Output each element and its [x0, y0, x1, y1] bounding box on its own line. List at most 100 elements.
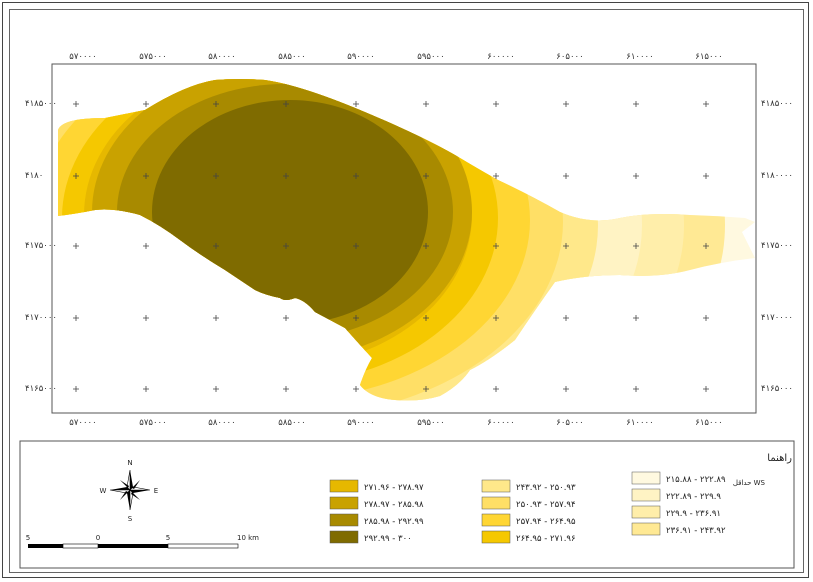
x-tick-top: ۵۷۰۰۰۰: [69, 52, 96, 62]
x-tick-top: ۶۰۰۰۰۰: [487, 52, 514, 62]
grid-cross: [563, 243, 569, 249]
y-tick-right: ۴۱۸۰۰۰۰: [761, 171, 793, 181]
grid-cross: [213, 101, 219, 107]
compass-n: N: [127, 459, 132, 467]
x-tick-bottom: ۶۰۵۰۰۰: [556, 418, 583, 428]
grid-cross: [563, 173, 569, 179]
grid-cross: [633, 101, 639, 107]
grid-cross: [423, 173, 429, 179]
grid-cross: [563, 101, 569, 107]
map-frame: [51, 63, 757, 414]
y-tick-left: ۴۱۶۵۰۰۰: [25, 384, 57, 394]
legend-swatch: [329, 496, 359, 510]
inner-frame: [9, 9, 804, 573]
y-tick-left: ۴۱۷۰۰۰۰: [25, 313, 57, 323]
grid-cross: [213, 243, 219, 249]
grid-cross: [633, 173, 639, 179]
x-tick-bottom: ۶۱۰۰۰۰: [626, 418, 653, 428]
grid-cross: [353, 386, 359, 392]
grid-cross: [703, 386, 709, 392]
y-tick-right: ۴۱۶۵۰۰۰: [761, 384, 793, 394]
grid-cross: [283, 243, 289, 249]
grid-cross: [353, 243, 359, 249]
grid-cross: [353, 315, 359, 321]
grid-cross: [493, 243, 499, 249]
x-tick-top: ۶۰۵۰۰۰: [556, 52, 583, 62]
legend-swatch: [481, 479, 511, 493]
grid-cross: [493, 173, 499, 179]
grid-cross: [143, 101, 149, 107]
grid-cross: [73, 243, 79, 249]
legend-swatch: [329, 479, 359, 493]
zone-292-300: [152, 100, 428, 324]
legend-label: ۲۷۱.۹۶ - ۲۷۸.۹۷: [364, 483, 424, 493]
legend-label: ۲۱۵.۸۸ - ۲۲۲.۸۹: [666, 475, 726, 485]
grid-cross: [423, 101, 429, 107]
x-tick-top: ۵۹۵۰۰۰: [417, 52, 444, 62]
grid-cross: [493, 386, 499, 392]
grid-cross: [73, 173, 79, 179]
y-tick-right: ۴۱۷۵۰۰۰: [761, 241, 793, 251]
legend-swatch: [329, 530, 359, 544]
grid-crosses: [73, 101, 709, 392]
grid-cross: [143, 386, 149, 392]
x-tick-bottom: ۵۷۰۰۰۰: [69, 418, 96, 428]
x-tick-top: ۵۹۰۰۰۰: [347, 52, 374, 62]
grid-cross: [703, 243, 709, 249]
legend-column-light: ۲۱۵.۸۸ - ۲۲۲.۸۹ ۲۲۲.۸۹ - ۲۲۹.۹ ۲۲۹.۹ - ۲…: [631, 471, 726, 536]
grid-cross: [633, 386, 639, 392]
legend-swatch: [481, 496, 511, 510]
grid-cross: [633, 243, 639, 249]
grid-cross: [633, 315, 639, 321]
y-tick-left: ۴۱۸۵۰۰۰: [25, 99, 57, 109]
grid-cross: [283, 315, 289, 321]
legend-label: ۲۵۷.۹۴ - ۲۶۴.۹۵: [516, 517, 576, 527]
x-tick-bottom: ۵۸۵۰۰۰: [278, 418, 305, 428]
x-tick-bottom: ۵۹۰۰۰۰: [347, 418, 374, 428]
scale-bar: [28, 543, 239, 549]
legend-swatch: [631, 471, 661, 485]
legend-swatch: [481, 513, 511, 527]
x-tick-top: ۶۱۰۰۰۰: [626, 52, 653, 62]
grid-cross: [283, 173, 289, 179]
grid-cross: [423, 315, 429, 321]
legend-label: ۲۷۸.۹۷ - ۲۸۵.۹۸: [364, 500, 424, 510]
x-tick-bottom: ۶۰۰۰۰۰: [487, 418, 514, 428]
legend-swatch: [631, 505, 661, 519]
grid-cross: [703, 315, 709, 321]
legend-column-mid: ۲۴۳.۹۲ - ۲۵۰.۹۳ ۲۵۰.۹۳ - ۲۵۷.۹۴ ۲۵۷.۹۴ -…: [481, 479, 576, 544]
grid-cross: [283, 101, 289, 107]
x-tick-top: ۵۸۵۰۰۰: [278, 52, 305, 62]
x-tick-bottom: ۵۷۵۰۰۰: [139, 418, 166, 428]
legend-title: راهنما: [767, 453, 792, 464]
scale-label: 0: [96, 534, 100, 542]
y-tick-left: ۴۱۸۰: [25, 171, 43, 181]
grid-cross: [143, 173, 149, 179]
grid-cross: [423, 243, 429, 249]
grid-cross: [493, 101, 499, 107]
grid-cross: [143, 243, 149, 249]
legend-label: ۲۹۲.۹۹ - ۳۰۰: [364, 534, 412, 544]
legend-swatch: [631, 522, 661, 536]
legend-label: ۲۲۲.۸۹ - ۲۲۹.۹: [666, 492, 721, 502]
legend-column-dark: ۲۷۱.۹۶ - ۲۷۸.۹۷ ۲۷۸.۹۷ - ۲۸۵.۹۸ ۲۸۵.۹۸ -…: [329, 479, 424, 544]
x-tick-bottom: ۵۸۰۰۰۰: [208, 418, 235, 428]
grid-cross: [213, 386, 219, 392]
legend-panel: [19, 440, 795, 569]
legend-label: ۲۸۵.۹۸ - ۲۹۲.۹۹: [364, 517, 424, 527]
grid-cross: [213, 315, 219, 321]
x-tick-bottom: ۵۹۵۰۰۰: [417, 418, 444, 428]
x-tick-top: ۵۷۵۰۰۰: [139, 52, 166, 62]
grid-cross: [73, 101, 79, 107]
compass-w: W: [100, 487, 107, 495]
legend-label: ۲۵۰.۹۳ - ۲۵۷.۹۴: [516, 500, 576, 510]
x-tick-top: ۵۸۰۰۰۰: [208, 52, 235, 62]
grid-cross: [703, 101, 709, 107]
y-tick-left: ۴۱۷۵۰۰۰: [25, 241, 57, 251]
grid-cross: [73, 386, 79, 392]
grid-cross: [703, 173, 709, 179]
grid-cross: [353, 173, 359, 179]
grid-cross: [353, 101, 359, 107]
grid-cross: [493, 315, 499, 321]
